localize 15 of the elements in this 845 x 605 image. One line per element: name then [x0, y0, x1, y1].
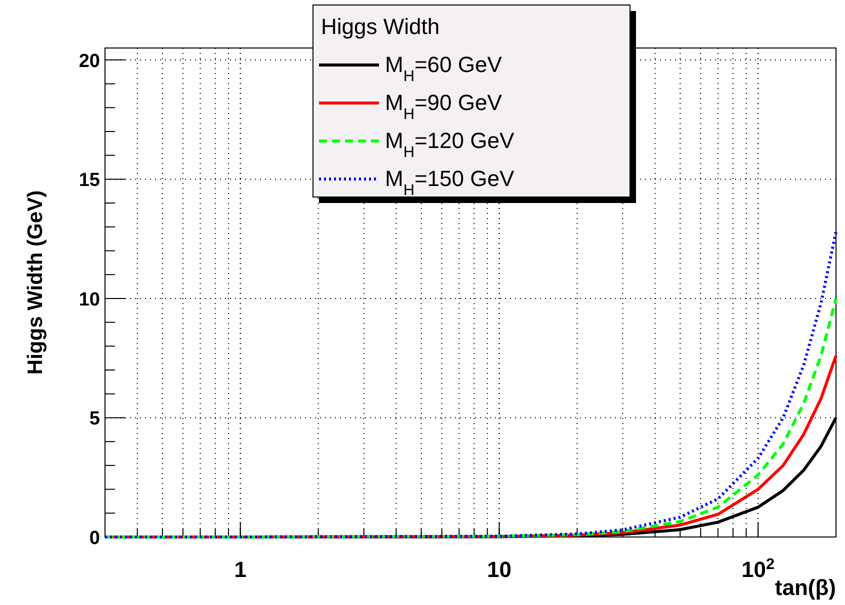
y-tick-label: 15 — [78, 170, 100, 192]
y-axis-title: Higgs Width (GeV) — [24, 190, 47, 375]
x-axis-title: tan(β) — [774, 575, 836, 600]
legend-title: Higgs Width — [321, 14, 440, 39]
legend-label: M$_{H}$=90 GeV — [385, 90, 502, 122]
legend-label: M$_{H}$=120 GeV — [385, 128, 514, 160]
legend-label: M$_{H}$=150 GeV — [385, 166, 514, 198]
y-tick-label: 0 — [89, 528, 100, 549]
x-tick-label: 1 — [234, 557, 246, 582]
y-tick-label: 10 — [78, 289, 100, 310]
x-tick-label: 10$^{2}$ — [742, 556, 775, 582]
y-tick-label: 20 — [78, 50, 100, 72]
legend-label: M$_{H}$=60 GeV — [385, 52, 502, 84]
x-tick-label: 10 — [486, 557, 512, 582]
y-tick-label: 5 — [89, 408, 100, 430]
